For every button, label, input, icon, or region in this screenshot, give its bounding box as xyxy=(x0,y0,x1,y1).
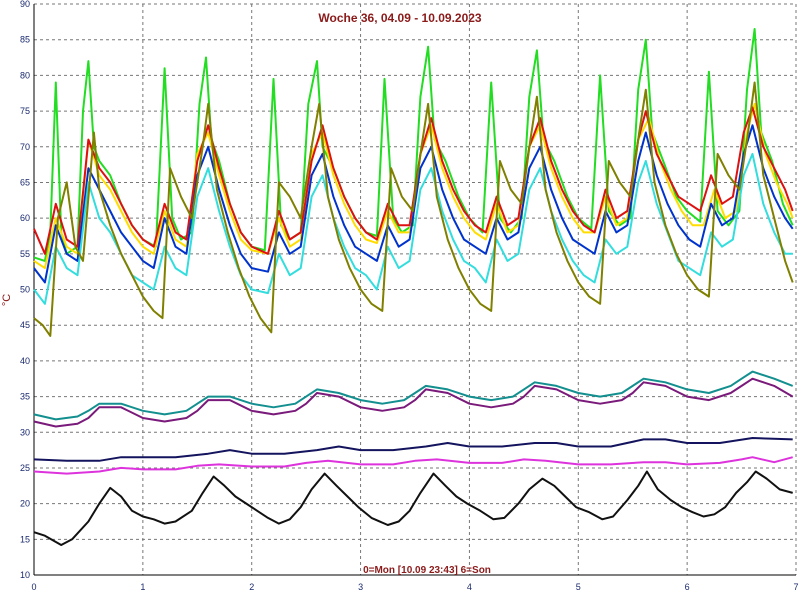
y-tick-label: 65 xyxy=(20,177,30,187)
series-line-9 xyxy=(33,437,793,462)
series-line-7 xyxy=(33,370,794,421)
x-tick-label: 0 xyxy=(31,582,36,592)
y-tick-label: 60 xyxy=(20,213,30,223)
y-tick-label: 20 xyxy=(20,499,30,509)
y-tick-label: 80 xyxy=(20,70,30,80)
y-tick-label: 50 xyxy=(20,285,30,295)
y-tick-label: 35 xyxy=(20,392,30,402)
x-tick-label: 3 xyxy=(358,582,363,592)
series-group xyxy=(33,28,794,546)
y-tick-label: 55 xyxy=(20,249,30,259)
y-tick-label: 75 xyxy=(20,106,30,116)
y-tick-label: 10 xyxy=(20,570,30,580)
y-tick-label: 25 xyxy=(20,463,30,473)
y-tick-label: 40 xyxy=(20,356,30,366)
x-tick-label: 4 xyxy=(467,582,472,592)
series-line-4 xyxy=(33,124,794,284)
y-tick-label: 15 xyxy=(20,534,30,544)
chart-title: Woche 36, 04.09 - 10.09.2023 xyxy=(318,11,482,25)
grid xyxy=(34,3,797,575)
chart-footer: 0=Mon [10.09 23:43] 6=Son xyxy=(363,565,491,576)
x-tick-label: 6 xyxy=(685,582,690,592)
series-line-11 xyxy=(33,470,793,546)
x-tick-label: 7 xyxy=(793,582,798,592)
x-tick-label: 1 xyxy=(140,582,145,592)
series-line-5 xyxy=(33,152,793,305)
y-tick-label: 45 xyxy=(20,320,30,330)
y-axis-label: °C xyxy=(1,294,13,306)
y-tick-label: 70 xyxy=(20,142,30,152)
y-tick-label: 90 xyxy=(20,0,30,9)
y-tick-label: 30 xyxy=(20,427,30,437)
series-line-10 xyxy=(33,456,793,475)
y-tick-label: 85 xyxy=(20,35,30,45)
series-line-6 xyxy=(33,81,794,337)
series-line-8 xyxy=(33,377,794,428)
x-tick-label: 2 xyxy=(249,582,254,592)
x-tick-label: 5 xyxy=(576,582,581,592)
